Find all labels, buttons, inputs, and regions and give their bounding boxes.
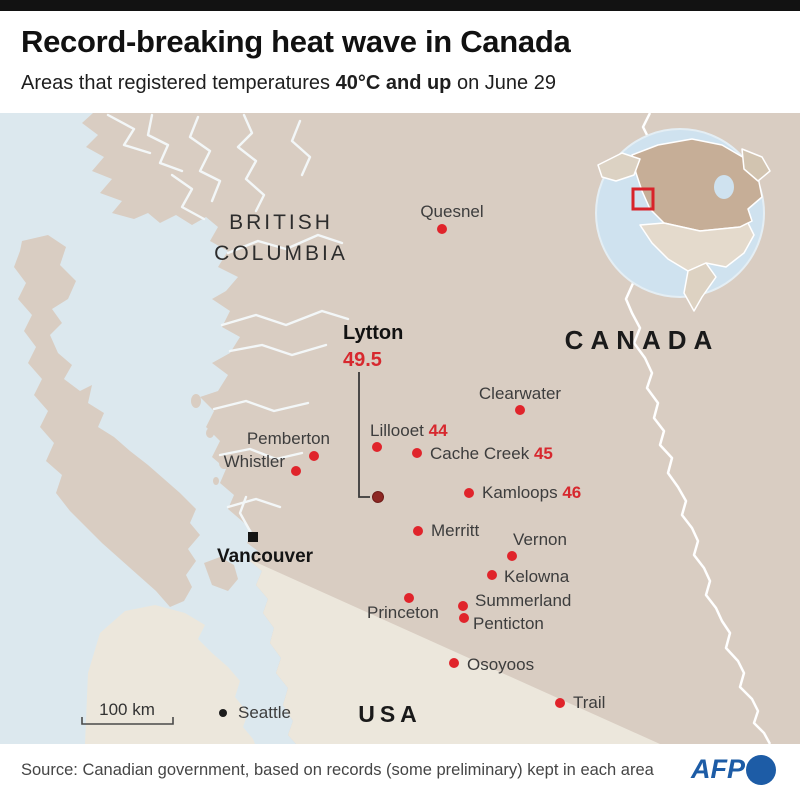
source-credit: Source: Canadian government, based on re…	[21, 761, 654, 779]
label-canada: CANADA	[564, 325, 720, 355]
label-merritt: Merritt	[431, 521, 480, 540]
page-subtitle: Areas that registered temperatures 40°C …	[21, 72, 556, 95]
subtitle-post: on June 29	[451, 72, 556, 94]
scale-bar	[81, 717, 174, 725]
label-osoyoos: Osoyoos	[467, 655, 535, 674]
label-kamloops: Kamloops 46	[482, 483, 582, 502]
globe-alaska	[597, 152, 641, 182]
globe-hudson-bay	[714, 175, 734, 199]
lytton-connector-line	[358, 372, 370, 498]
globe-greenland	[741, 148, 771, 182]
top-black-bar	[0, 0, 800, 11]
globe-inset	[595, 128, 771, 312]
label-seattle: Seattle	[238, 703, 291, 722]
globe-mexico	[683, 262, 717, 312]
label-lytton-temp: 49.5	[343, 349, 382, 371]
subtitle-bold: 40°C and up	[335, 72, 452, 94]
marker-kelowna	[487, 570, 497, 580]
basemap-svg	[0, 113, 800, 744]
label-british-columbia-line2: COLUMBIA	[214, 242, 348, 265]
marker-cache-creek	[412, 448, 422, 458]
label-princeton: Princeton	[367, 603, 439, 622]
marker-osoyoos	[449, 658, 459, 668]
label-clearwater: Clearwater	[478, 384, 562, 403]
label-lillooet: Lillooet 44	[370, 421, 448, 440]
label-kelowna: Kelowna	[504, 567, 570, 586]
label-scale: 100 km	[99, 700, 155, 719]
label-summerland: Summerland	[475, 591, 572, 610]
usa-shaded-region	[242, 556, 660, 744]
marker-lillooet	[372, 442, 382, 452]
marker-lytton	[372, 491, 384, 503]
label-trail: Trail	[573, 693, 606, 712]
afp-logo-text: AFP	[691, 754, 745, 784]
label-lytton: Lytton	[343, 322, 404, 344]
marker-pemberton	[309, 451, 319, 461]
label-vancouver: Vancouver	[216, 546, 314, 567]
vancouver-island	[14, 235, 200, 607]
marker-trail	[555, 698, 565, 708]
marker-vernon	[507, 551, 517, 561]
label-pemberton: Pemberton	[246, 429, 330, 448]
globe-locator-box	[631, 187, 655, 211]
globe-canada	[631, 138, 763, 232]
marker-quesnel	[437, 224, 447, 234]
marker-whistler	[291, 466, 301, 476]
label-british-columbia-line1: BRITISH	[229, 211, 333, 234]
marker-clearwater	[515, 405, 525, 415]
fjord-lines	[106, 113, 350, 533]
afp-logo: AFP	[691, 754, 776, 785]
marker-penticton	[459, 613, 469, 623]
label-cache-creek: Cache Creek 45	[430, 444, 553, 463]
marker-merritt	[413, 526, 423, 536]
marker-vancouver	[248, 532, 258, 542]
map-canvas: BRITISH COLUMBIA CANADA USA Lytton 49.5 100 km…	[0, 113, 800, 744]
label-penticton: Penticton	[473, 614, 544, 633]
marker-princeton	[404, 593, 414, 603]
label-usa: USA	[358, 701, 422, 727]
marker-seattle	[219, 709, 227, 717]
page-title: Record-breaking heat wave in Canada	[21, 24, 571, 59]
marker-kamloops	[464, 488, 474, 498]
label-whistler: Whistler	[223, 452, 285, 471]
footer: Source: Canadian government, based on re…	[0, 744, 800, 797]
strait-islands	[191, 394, 238, 591]
label-quesnel: Quesnel	[420, 202, 484, 221]
label-vernon: Vernon	[513, 530, 567, 549]
globe-usa	[639, 222, 755, 272]
washington-land	[85, 605, 255, 744]
afp-logo-globe-icon	[746, 754, 776, 785]
subtitle-pre: Areas that registered temperatures	[21, 72, 336, 94]
marker-summerland	[458, 601, 468, 611]
